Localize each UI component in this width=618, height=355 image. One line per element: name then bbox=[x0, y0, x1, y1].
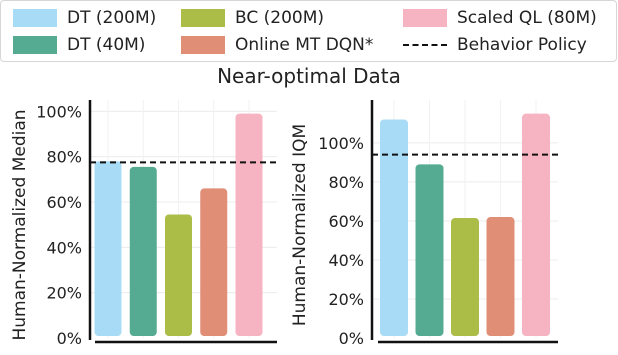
y-tick-label: 20% bbox=[46, 284, 82, 303]
y-tick-label: 40% bbox=[328, 251, 364, 270]
legend-swatch-scaled-ql bbox=[403, 9, 447, 27]
bar bbox=[94, 161, 122, 336]
bar bbox=[165, 214, 192, 336]
bar bbox=[129, 166, 157, 336]
y-tick-label: 60% bbox=[46, 193, 82, 212]
y-tick-label: 20% bbox=[328, 290, 364, 309]
y-axis-label: Human-Normalized IQM bbox=[290, 124, 310, 326]
legend-swatch-bc-200m bbox=[181, 9, 225, 27]
legend: DT (200M) BC (200M) Scaled QL (80M) DT (… bbox=[0, 0, 617, 62]
bar bbox=[451, 218, 479, 336]
legend-item-scaled-ql: Scaled QL (80M) bbox=[403, 6, 597, 30]
bar bbox=[415, 164, 444, 336]
bar bbox=[522, 113, 550, 337]
legend-label-behavior-policy: Behavior Policy bbox=[457, 35, 587, 55]
bar bbox=[380, 119, 408, 336]
y-tick-label: 60% bbox=[328, 212, 364, 231]
legend-item-dt-40m: DT (40M) bbox=[13, 33, 145, 57]
legend-swatch-online-mt-dqn bbox=[181, 36, 225, 54]
legend-item-bc-200m: BC (200M) bbox=[181, 6, 324, 30]
y-tick-label: 0% bbox=[57, 329, 82, 348]
legend-item-online-mt-dqn: Online MT DQN* bbox=[181, 33, 373, 57]
legend-item-dt-200m: DT (200M) bbox=[13, 6, 156, 30]
y-tick-label: 80% bbox=[328, 173, 364, 192]
bar bbox=[200, 188, 228, 336]
y-axis-label: Human-Normalized Median bbox=[10, 109, 30, 340]
legend-label-bc-200m: BC (200M) bbox=[235, 8, 325, 28]
bar bbox=[486, 217, 515, 336]
legend-dashed-line bbox=[403, 44, 447, 46]
y-tick-label: 40% bbox=[46, 238, 82, 257]
legend-label-dt-40m: DT (40M) bbox=[67, 35, 146, 55]
legend-label-online-mt-dqn: Online MT DQN* bbox=[235, 35, 374, 55]
legend-swatch-dt-200m bbox=[13, 9, 57, 27]
y-tick-label: 80% bbox=[46, 148, 82, 167]
legend-label-dt-200m: DT (200M) bbox=[67, 8, 157, 28]
y-tick-label: 100% bbox=[36, 102, 82, 121]
figure-title: Near-optimal Data bbox=[217, 64, 401, 88]
bar bbox=[235, 113, 263, 336]
y-tick-label: 100% bbox=[318, 134, 364, 153]
y-tick-label: 0% bbox=[339, 329, 364, 348]
legend-label-scaled-ql: Scaled QL (80M) bbox=[457, 8, 597, 28]
legend-swatch-dt-40m bbox=[13, 36, 57, 54]
legend-item-behavior-policy: Behavior Policy bbox=[403, 33, 587, 57]
